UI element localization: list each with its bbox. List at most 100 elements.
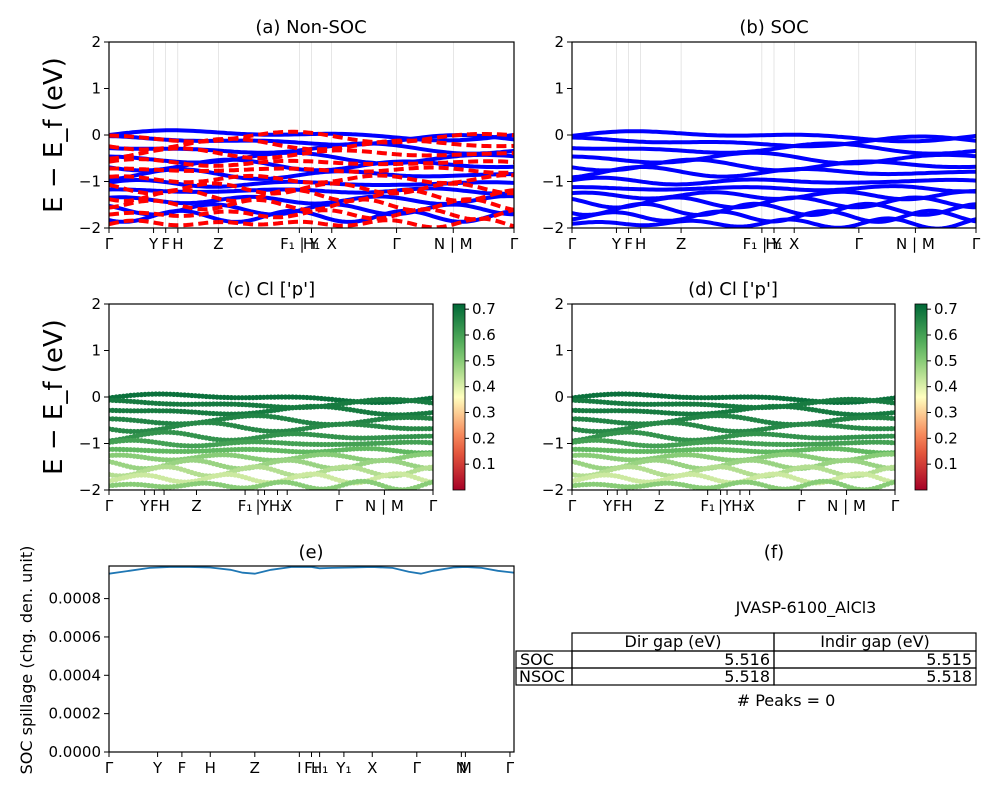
band-point — [383, 396, 389, 402]
band-point — [892, 395, 895, 401]
band-point — [225, 411, 231, 417]
band-point — [673, 401, 679, 407]
x-tick-label: N — [456, 759, 467, 777]
band-point — [430, 451, 433, 457]
band-point — [662, 401, 668, 407]
band-point — [333, 441, 339, 447]
y-tick-label: 1 — [554, 342, 564, 360]
x-tick-label: Γ — [429, 497, 438, 515]
gap-table — [515, 632, 977, 686]
colorbar-tick-label: 0.5 — [934, 352, 958, 370]
band-point — [156, 391, 162, 397]
band-point — [250, 464, 256, 470]
x-tick-label: Y — [152, 759, 163, 777]
band-point — [590, 437, 597, 443]
x-tick-label: X — [327, 235, 337, 253]
band-point — [326, 441, 332, 448]
band-point — [412, 426, 418, 432]
band-point — [820, 478, 826, 484]
x-tick-label: H₁ — [311, 759, 328, 777]
band-line — [572, 175, 976, 187]
colorbar-tick-label: 0.7 — [934, 300, 958, 318]
band-point — [662, 480, 668, 486]
colorbar — [452, 303, 466, 491]
band-point — [820, 435, 826, 441]
band-point — [885, 433, 891, 439]
band-point — [239, 446, 245, 452]
band-point — [200, 420, 206, 426]
colorbar-tick-label: 0.5 — [472, 352, 496, 370]
x-tick-label: Γ — [105, 235, 114, 253]
x-tick-label: Y — [721, 497, 732, 515]
y-tick-label: −2 — [542, 481, 564, 499]
panel-b-plot-area: −2 −1 0 1 2 Γ Y F H Z F₁ | YH₁ X Γ N | M Γ — [542, 33, 981, 253]
band-line — [109, 146, 514, 161]
band-point — [892, 426, 895, 432]
x-tick-label: F₁ — [700, 497, 715, 515]
band-point — [702, 446, 708, 452]
band-point — [250, 439, 256, 445]
band-point — [430, 464, 433, 470]
band-point — [824, 445, 830, 452]
band-point — [308, 471, 314, 477]
band-point — [892, 479, 895, 485]
x-tick-label: F — [161, 235, 170, 253]
colorbar-tick-label: 0.1 — [934, 455, 958, 473]
y-tick-label: −2 — [79, 481, 101, 499]
x-tick-label: X — [282, 497, 292, 515]
band-point — [430, 440, 433, 446]
x-tick-label: N | M — [896, 235, 935, 253]
x-tick-label: Z — [191, 497, 201, 515]
band-point — [246, 395, 252, 401]
band-point — [120, 408, 126, 414]
bands — [572, 129, 976, 228]
band-point — [573, 446, 579, 452]
band-point — [412, 439, 418, 445]
band-point — [730, 394, 737, 400]
band-point — [423, 433, 429, 439]
band-point — [340, 421, 346, 427]
band-point — [870, 426, 877, 432]
x-tick-label: I — [297, 759, 301, 777]
x-tick-label: Y — [139, 497, 150, 515]
band-point — [185, 401, 191, 407]
y-tick-label: −1 — [79, 435, 101, 453]
y-tick-label: 0.0006 — [49, 628, 102, 646]
panel-b-title: (b) SOC — [739, 17, 808, 38]
panel-b-soc: (b) SOC −2 −1 0 1 2 Γ Y F H Z F₁ | YH₁ X Γ N | M Γ — [542, 17, 981, 253]
band-point — [203, 401, 209, 407]
band-point — [225, 401, 231, 407]
band-point — [770, 471, 776, 477]
band-line — [572, 184, 976, 194]
band-point — [641, 401, 647, 407]
band-line — [109, 165, 514, 175]
x-tick-label: Γ — [510, 235, 519, 253]
band-point — [666, 401, 672, 407]
x-tick-label: H — [621, 497, 632, 515]
band-point — [275, 394, 281, 400]
peaks-count: # Peaks = 0 — [737, 691, 836, 710]
band-point — [662, 420, 668, 426]
panel-f-summary: (f) JVASP-6100_AlCl3 Dir gap (eV) Indir … — [515, 542, 977, 710]
band-point — [203, 420, 209, 426]
x-tick-label: Z — [250, 759, 260, 777]
band-point — [272, 428, 278, 434]
band-point — [128, 437, 134, 443]
panel-a-non-soc: (a) Non-SOC E − E_f (eV) −2 −1 0 1 2 Γ Y F H Z F₁ … — [39, 17, 519, 253]
y-tick-label: −1 — [542, 435, 564, 453]
band-point — [788, 441, 794, 448]
band-point — [290, 431, 296, 437]
band-point — [738, 394, 744, 400]
band-point — [239, 395, 245, 401]
table-cell-nsoc-indir: 5.518 — [926, 667, 972, 686]
band-point — [695, 395, 701, 401]
colorbar-tick-label: 0.1 — [472, 455, 496, 473]
band-point — [200, 480, 206, 486]
band-point — [430, 395, 433, 401]
band-point — [135, 408, 141, 414]
band-point — [153, 391, 159, 397]
